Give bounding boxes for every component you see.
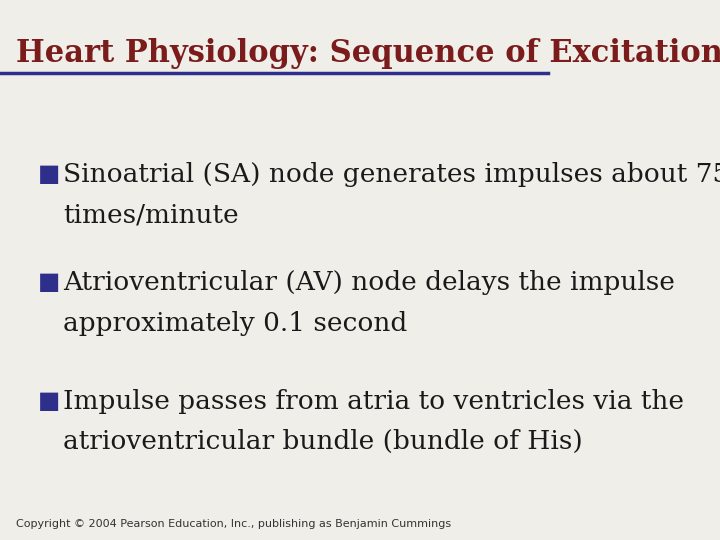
Text: approximately 0.1 second: approximately 0.1 second: [63, 310, 408, 335]
Text: Atrioventricular (AV) node delays the impulse: Atrioventricular (AV) node delays the im…: [63, 270, 675, 295]
Text: ■: ■: [38, 162, 60, 186]
Text: Heart Physiology: Sequence of Excitation: Heart Physiology: Sequence of Excitation: [17, 38, 720, 69]
Text: Copyright © 2004 Pearson Education, Inc., publishing as Benjamin Cummings: Copyright © 2004 Pearson Education, Inc.…: [17, 519, 451, 529]
Text: ■: ■: [38, 270, 60, 294]
Text: ■: ■: [38, 389, 60, 413]
Text: Impulse passes from atria to ventricles via the: Impulse passes from atria to ventricles …: [63, 389, 684, 414]
Text: atrioventricular bundle (bundle of His): atrioventricular bundle (bundle of His): [63, 429, 582, 454]
Text: Sinoatrial (SA) node generates impulses about 75: Sinoatrial (SA) node generates impulses …: [63, 162, 720, 187]
Text: times/minute: times/minute: [63, 202, 238, 227]
